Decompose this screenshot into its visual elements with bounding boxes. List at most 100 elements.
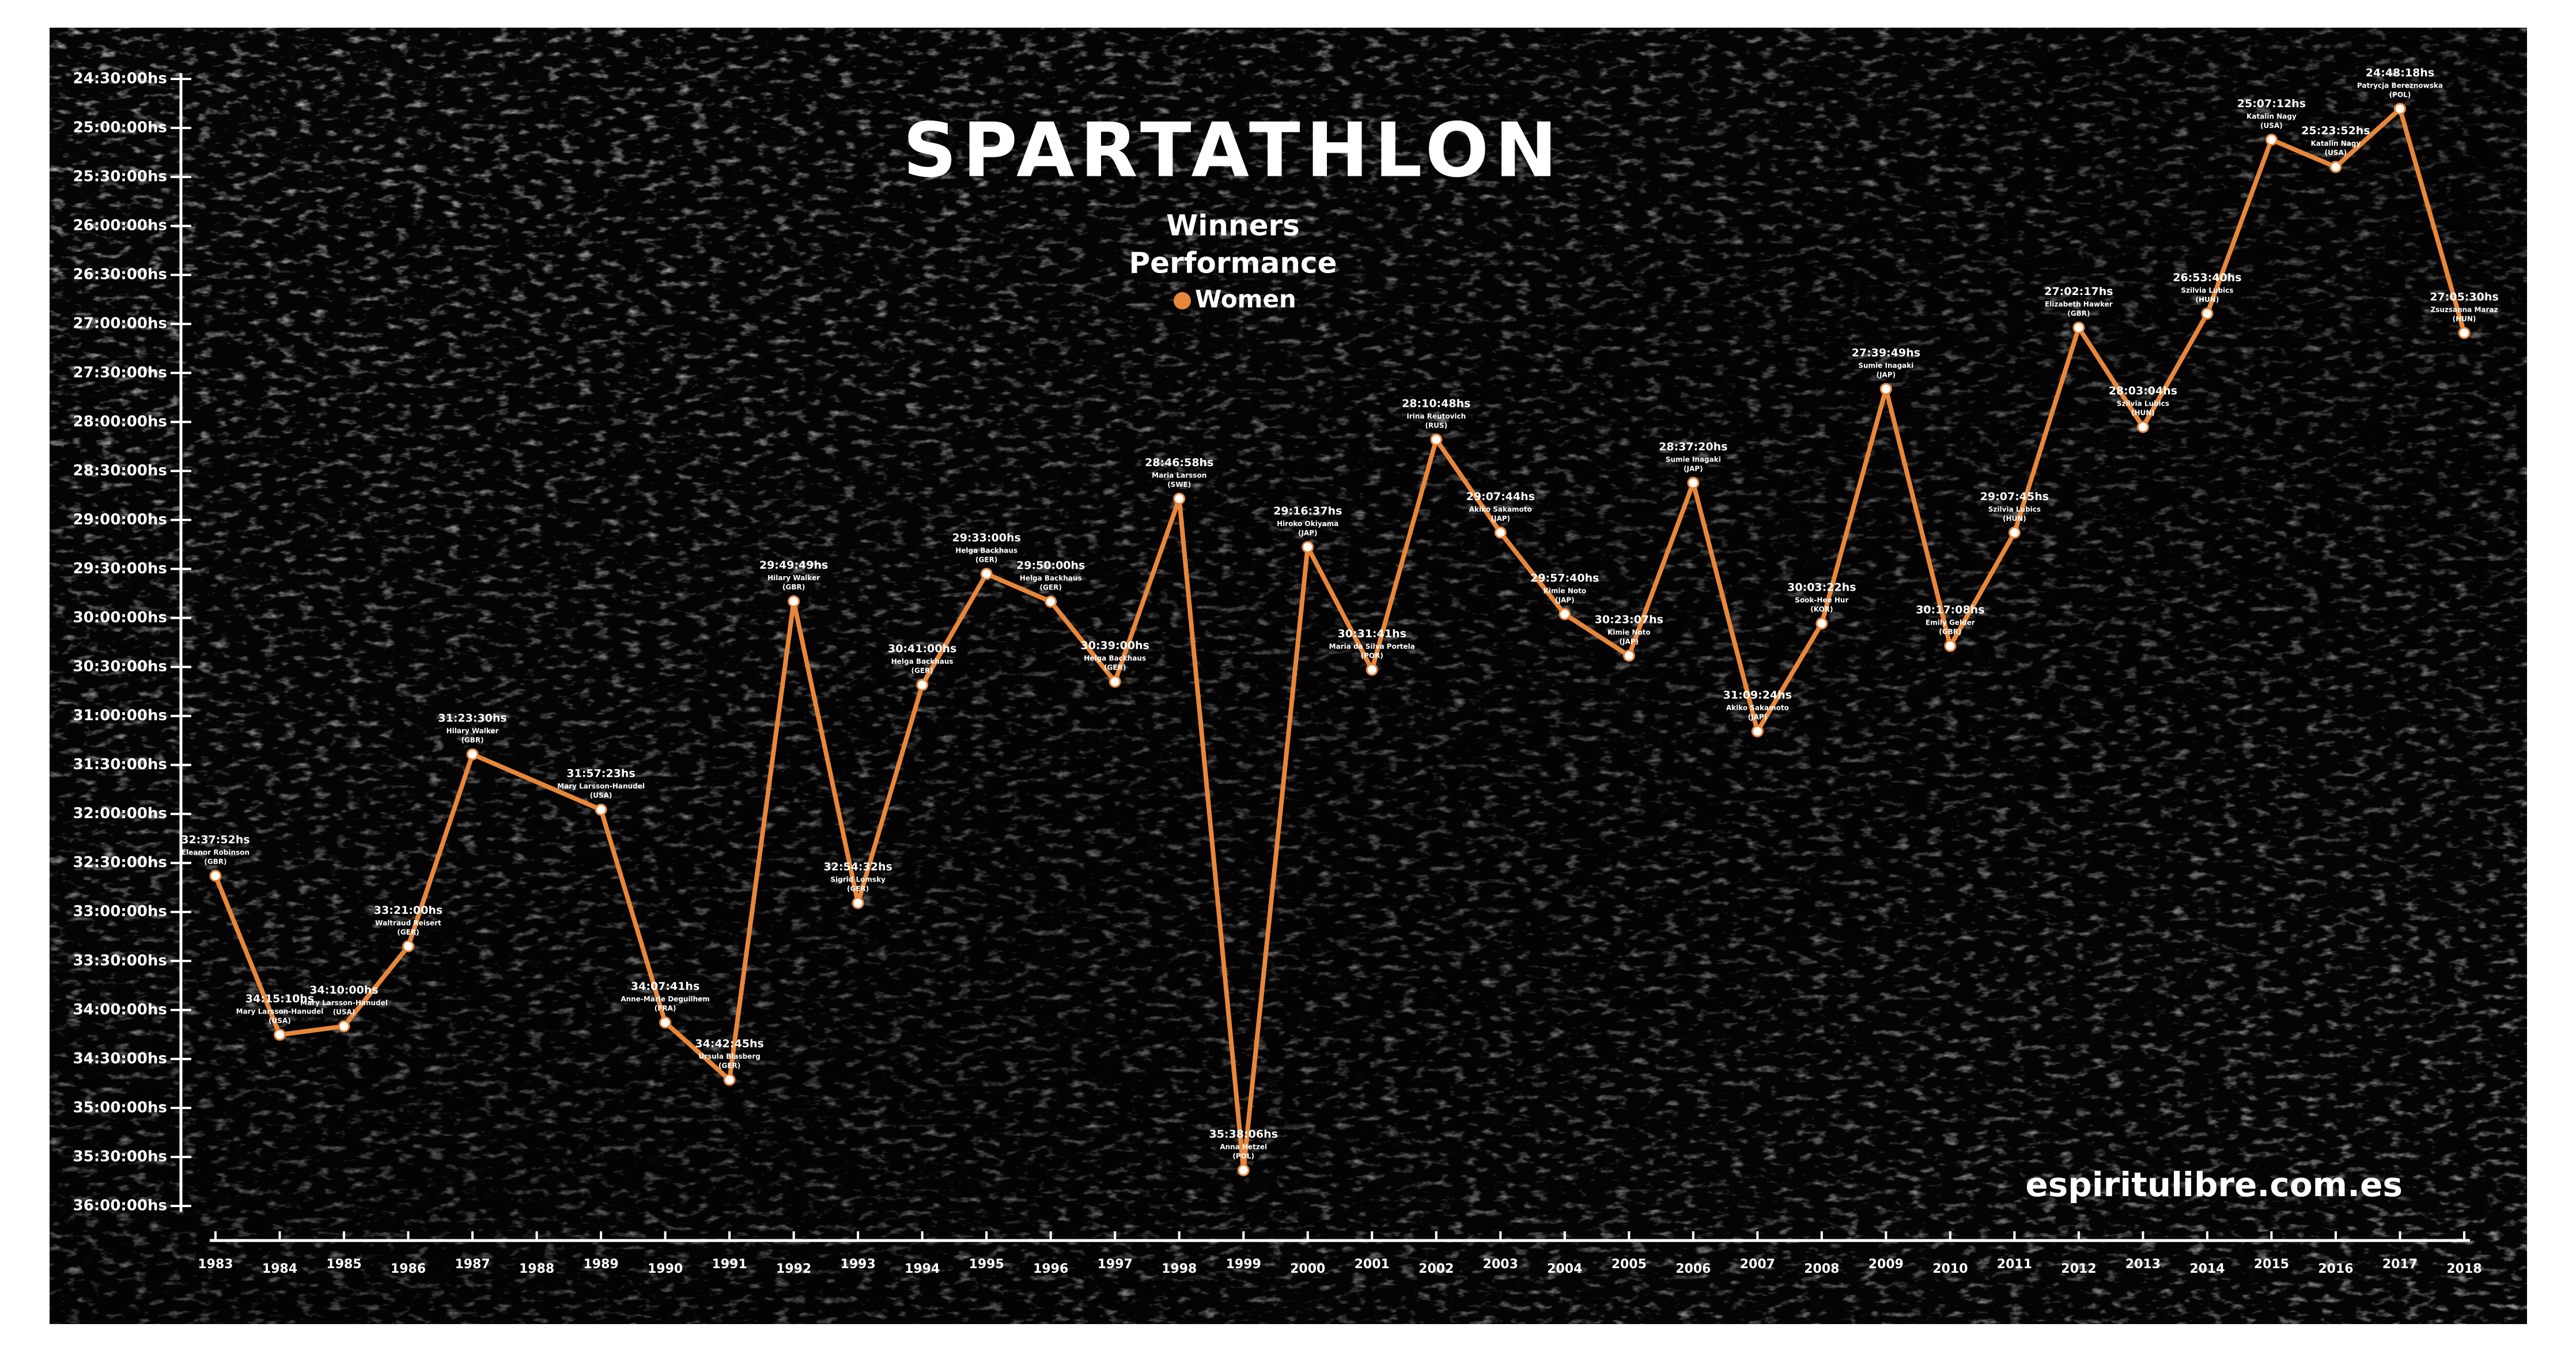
- data-label: 30:31:41hs: [1338, 627, 1406, 640]
- athlete-country: (JAP): [1620, 638, 1639, 646]
- athlete-country: (HUN): [2131, 409, 2155, 417]
- data-label: 28:10:48hs: [1402, 397, 1470, 410]
- athlete-country: (FRA): [655, 1004, 676, 1012]
- athlete-name: Akiko Sakamoto: [1726, 704, 1789, 712]
- data-point: [466, 748, 479, 761]
- data-label: 34:42:45hs: [695, 1038, 763, 1050]
- athlete-country: (KOR): [1810, 606, 1833, 614]
- athlete-country: (GER): [975, 555, 997, 564]
- x-tick-label: 1994: [905, 1262, 940, 1276]
- athlete-country: (GER): [397, 928, 419, 936]
- y-tick-label: 35:00:00hs: [73, 1099, 167, 1116]
- athlete-country: (GER): [1104, 664, 1126, 672]
- data-label: 30:41:00hs: [888, 642, 956, 655]
- data-point: [1751, 725, 1764, 738]
- x-tick-label: 1995: [969, 1257, 1004, 1272]
- athlete-name: Zsuzsanna Maraz: [2430, 305, 2498, 313]
- data-label: 30:17:08hs: [1916, 604, 1984, 617]
- y-tick-label: 30:30:00hs: [73, 658, 167, 675]
- athlete-country: (USA): [2325, 149, 2347, 157]
- data-point: [659, 1016, 672, 1029]
- y-tick-label: 31:30:00hs: [73, 756, 167, 773]
- x-tick-label: 2016: [2318, 1262, 2353, 1276]
- athlete-name: Mary Larsson-Hanudel: [300, 999, 388, 1007]
- data-point: [723, 1073, 736, 1086]
- x-tick-label: 2003: [1483, 1257, 1518, 1272]
- x-tick-label: 2006: [1675, 1262, 1711, 1276]
- y-tick-label: 31:00:00hs: [73, 707, 167, 724]
- data-label: 29:07:45hs: [1980, 490, 2049, 503]
- athlete-country: (JAP): [1684, 465, 1703, 473]
- x-tick-label: 1997: [1098, 1257, 1133, 1272]
- data-label: 29:16:37hs: [1273, 505, 1342, 517]
- x-tick-label: 2000: [1290, 1262, 1325, 1276]
- athlete-name: Szilvia Lubics: [1988, 505, 2041, 513]
- x-tick-label: 2004: [1547, 1262, 1582, 1276]
- athlete-country: (POR): [1361, 652, 1383, 660]
- athlete-name: Maria da Silva Portela: [1329, 642, 1415, 651]
- x-tick-label: 2014: [2189, 1262, 2225, 1276]
- x-tick-label: 2007: [1740, 1257, 1775, 1272]
- athlete-name: Katalin Nagy: [2246, 112, 2297, 120]
- athlete-country: (POL): [1232, 1152, 1254, 1160]
- y-tick-label: 25:30:00hs: [73, 168, 167, 186]
- data-label: 27:02:17hs: [2044, 285, 2113, 298]
- data-point: [2458, 327, 2471, 339]
- data-label: 28:03:04hs: [2109, 384, 2177, 397]
- y-tick-label: 30:00:00hs: [73, 609, 167, 626]
- athlete-name: Maria Larsson: [1152, 471, 1206, 479]
- y-tick-label: 24:30:00hs: [73, 70, 167, 88]
- x-tick-label: 1988: [519, 1262, 554, 1276]
- athlete-name: Katalin Nagy: [2311, 139, 2361, 148]
- athlete-country: (USA): [268, 1016, 291, 1024]
- x-tick-label: 2012: [2061, 1262, 2096, 1276]
- athlete-country: (USA): [590, 792, 612, 800]
- athlete-country: (JAP): [1491, 515, 1511, 523]
- x-tick-label: 2018: [2446, 1262, 2482, 1276]
- athlete-name: Hilary Walker: [767, 574, 820, 582]
- athlete-name: Irina Reutovich: [1406, 412, 1466, 420]
- athlete-name: Szilvia Lubics: [2117, 399, 2169, 407]
- data-point: [595, 803, 607, 816]
- data-label: 25:07:12hs: [2237, 97, 2306, 110]
- athlete-name: Hiroko Okiyama: [1277, 520, 1338, 528]
- data-point: [980, 568, 993, 580]
- data-point: [1237, 1164, 1250, 1177]
- athlete-name: Waltraud Reisert: [375, 919, 441, 927]
- athlete-country: (GBR): [782, 583, 805, 591]
- data-point: [916, 679, 929, 691]
- data-point: [209, 869, 222, 882]
- y-tick-label: 33:30:00hs: [73, 952, 167, 969]
- athlete-country: (JAP): [1555, 596, 1575, 604]
- x-tick-label: 2015: [2254, 1257, 2289, 1272]
- data-label: 30:39:00hs: [1081, 640, 1149, 652]
- data-point: [852, 897, 864, 909]
- data-point: [274, 1028, 286, 1041]
- x-tick-label: 2010: [1932, 1262, 1968, 1276]
- athlete-country: (SWE): [1167, 481, 1191, 489]
- y-tick-label: 32:30:00hs: [73, 854, 167, 871]
- y-tick-label: 28:00:00hs: [73, 413, 167, 430]
- data-point: [1173, 492, 1186, 505]
- data-point: [1109, 675, 1121, 688]
- data-point: [1815, 617, 1828, 630]
- y-tick-label: 25:00:00hs: [73, 119, 167, 137]
- x-tick-label: 1984: [262, 1262, 297, 1276]
- athlete-name: Helga Backhaus: [1020, 574, 1082, 583]
- data-label: 24:48:18hs: [2366, 66, 2434, 79]
- athlete-country: (HUN): [2196, 296, 2219, 304]
- data-point: [338, 1020, 350, 1033]
- athlete-country: (GBR): [2067, 309, 2090, 317]
- chart-subtitle: Winners: [1166, 209, 1300, 243]
- athlete-country: (GER): [1040, 584, 1062, 592]
- x-tick-label: 1985: [326, 1257, 361, 1272]
- x-tick-label: 1998: [1162, 1262, 1197, 1276]
- data-label: 29:33:00hs: [952, 531, 1020, 544]
- data-label: 34:15:10hs: [245, 992, 314, 1005]
- athlete-name: Sigrid Lomsky: [830, 876, 886, 884]
- data-point: [2265, 133, 2278, 146]
- x-tick-label: 2013: [2125, 1257, 2161, 1272]
- data-point: [1944, 640, 1957, 652]
- data-label: 34:07:41hs: [631, 980, 699, 993]
